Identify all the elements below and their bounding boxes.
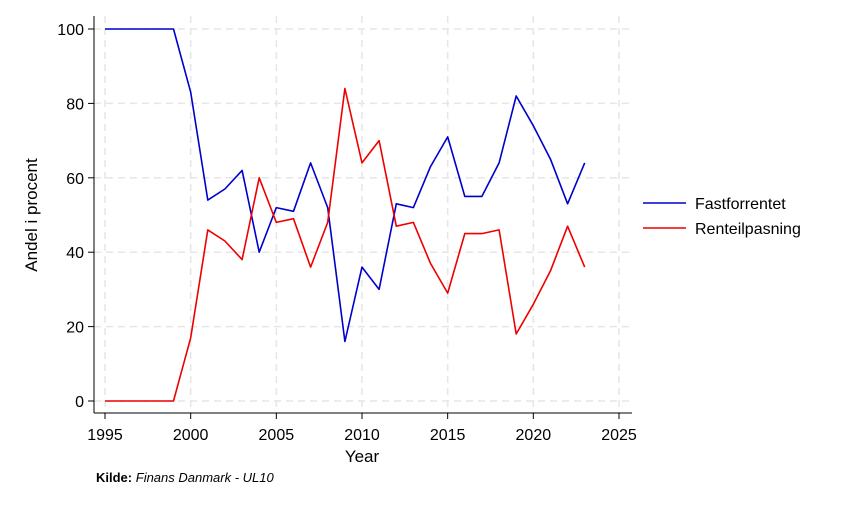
y-axis-title: Andel i procent <box>22 158 41 272</box>
series-lines <box>105 28 586 402</box>
x-tick-label: 2025 <box>601 427 637 444</box>
y-tick-label: 60 <box>66 171 84 188</box>
x-tick-label: 2010 <box>344 427 380 444</box>
y-tick-label: 100 <box>57 22 84 39</box>
line-chart: 0 20 40 60 80 100 1995 2000 2005 2010 2015 2020 202… <box>22 16 801 465</box>
grid-lines <box>94 16 632 413</box>
y-tick-label: 40 <box>66 245 84 262</box>
series-line-fastforrentet <box>105 28 586 343</box>
x-axis-title: Year <box>345 447 380 465</box>
series-line-renteilpasning <box>105 87 586 402</box>
x-tick-label: 2000 <box>173 427 209 444</box>
source-label: Kilde: <box>96 470 133 485</box>
x-tick-label: 2015 <box>430 427 466 444</box>
legend-label-renteilpasning: Renteilpasning <box>695 221 801 238</box>
x-ticks: 1995 2000 2005 2010 2015 2020 2025 <box>87 413 637 444</box>
y-tick-label: 20 <box>66 320 84 337</box>
axes <box>93 16 632 414</box>
x-tick-label: 2005 <box>259 427 295 444</box>
x-tick-label: 2020 <box>516 427 552 444</box>
y-tick-label: 0 <box>75 394 84 411</box>
source-text: Finans Danmark - UL10 <box>135 470 274 485</box>
source-note: Kilde: Finans Danmark - UL10 <box>96 470 274 485</box>
legend: Fastforrentet Renteilpasning <box>643 196 801 238</box>
x-tick-label: 1995 <box>87 427 123 444</box>
y-tick-label: 80 <box>66 96 84 113</box>
y-ticks: 0 20 40 60 80 100 <box>57 22 94 411</box>
legend-label-fastforrentet: Fastforrentet <box>695 196 786 213</box>
